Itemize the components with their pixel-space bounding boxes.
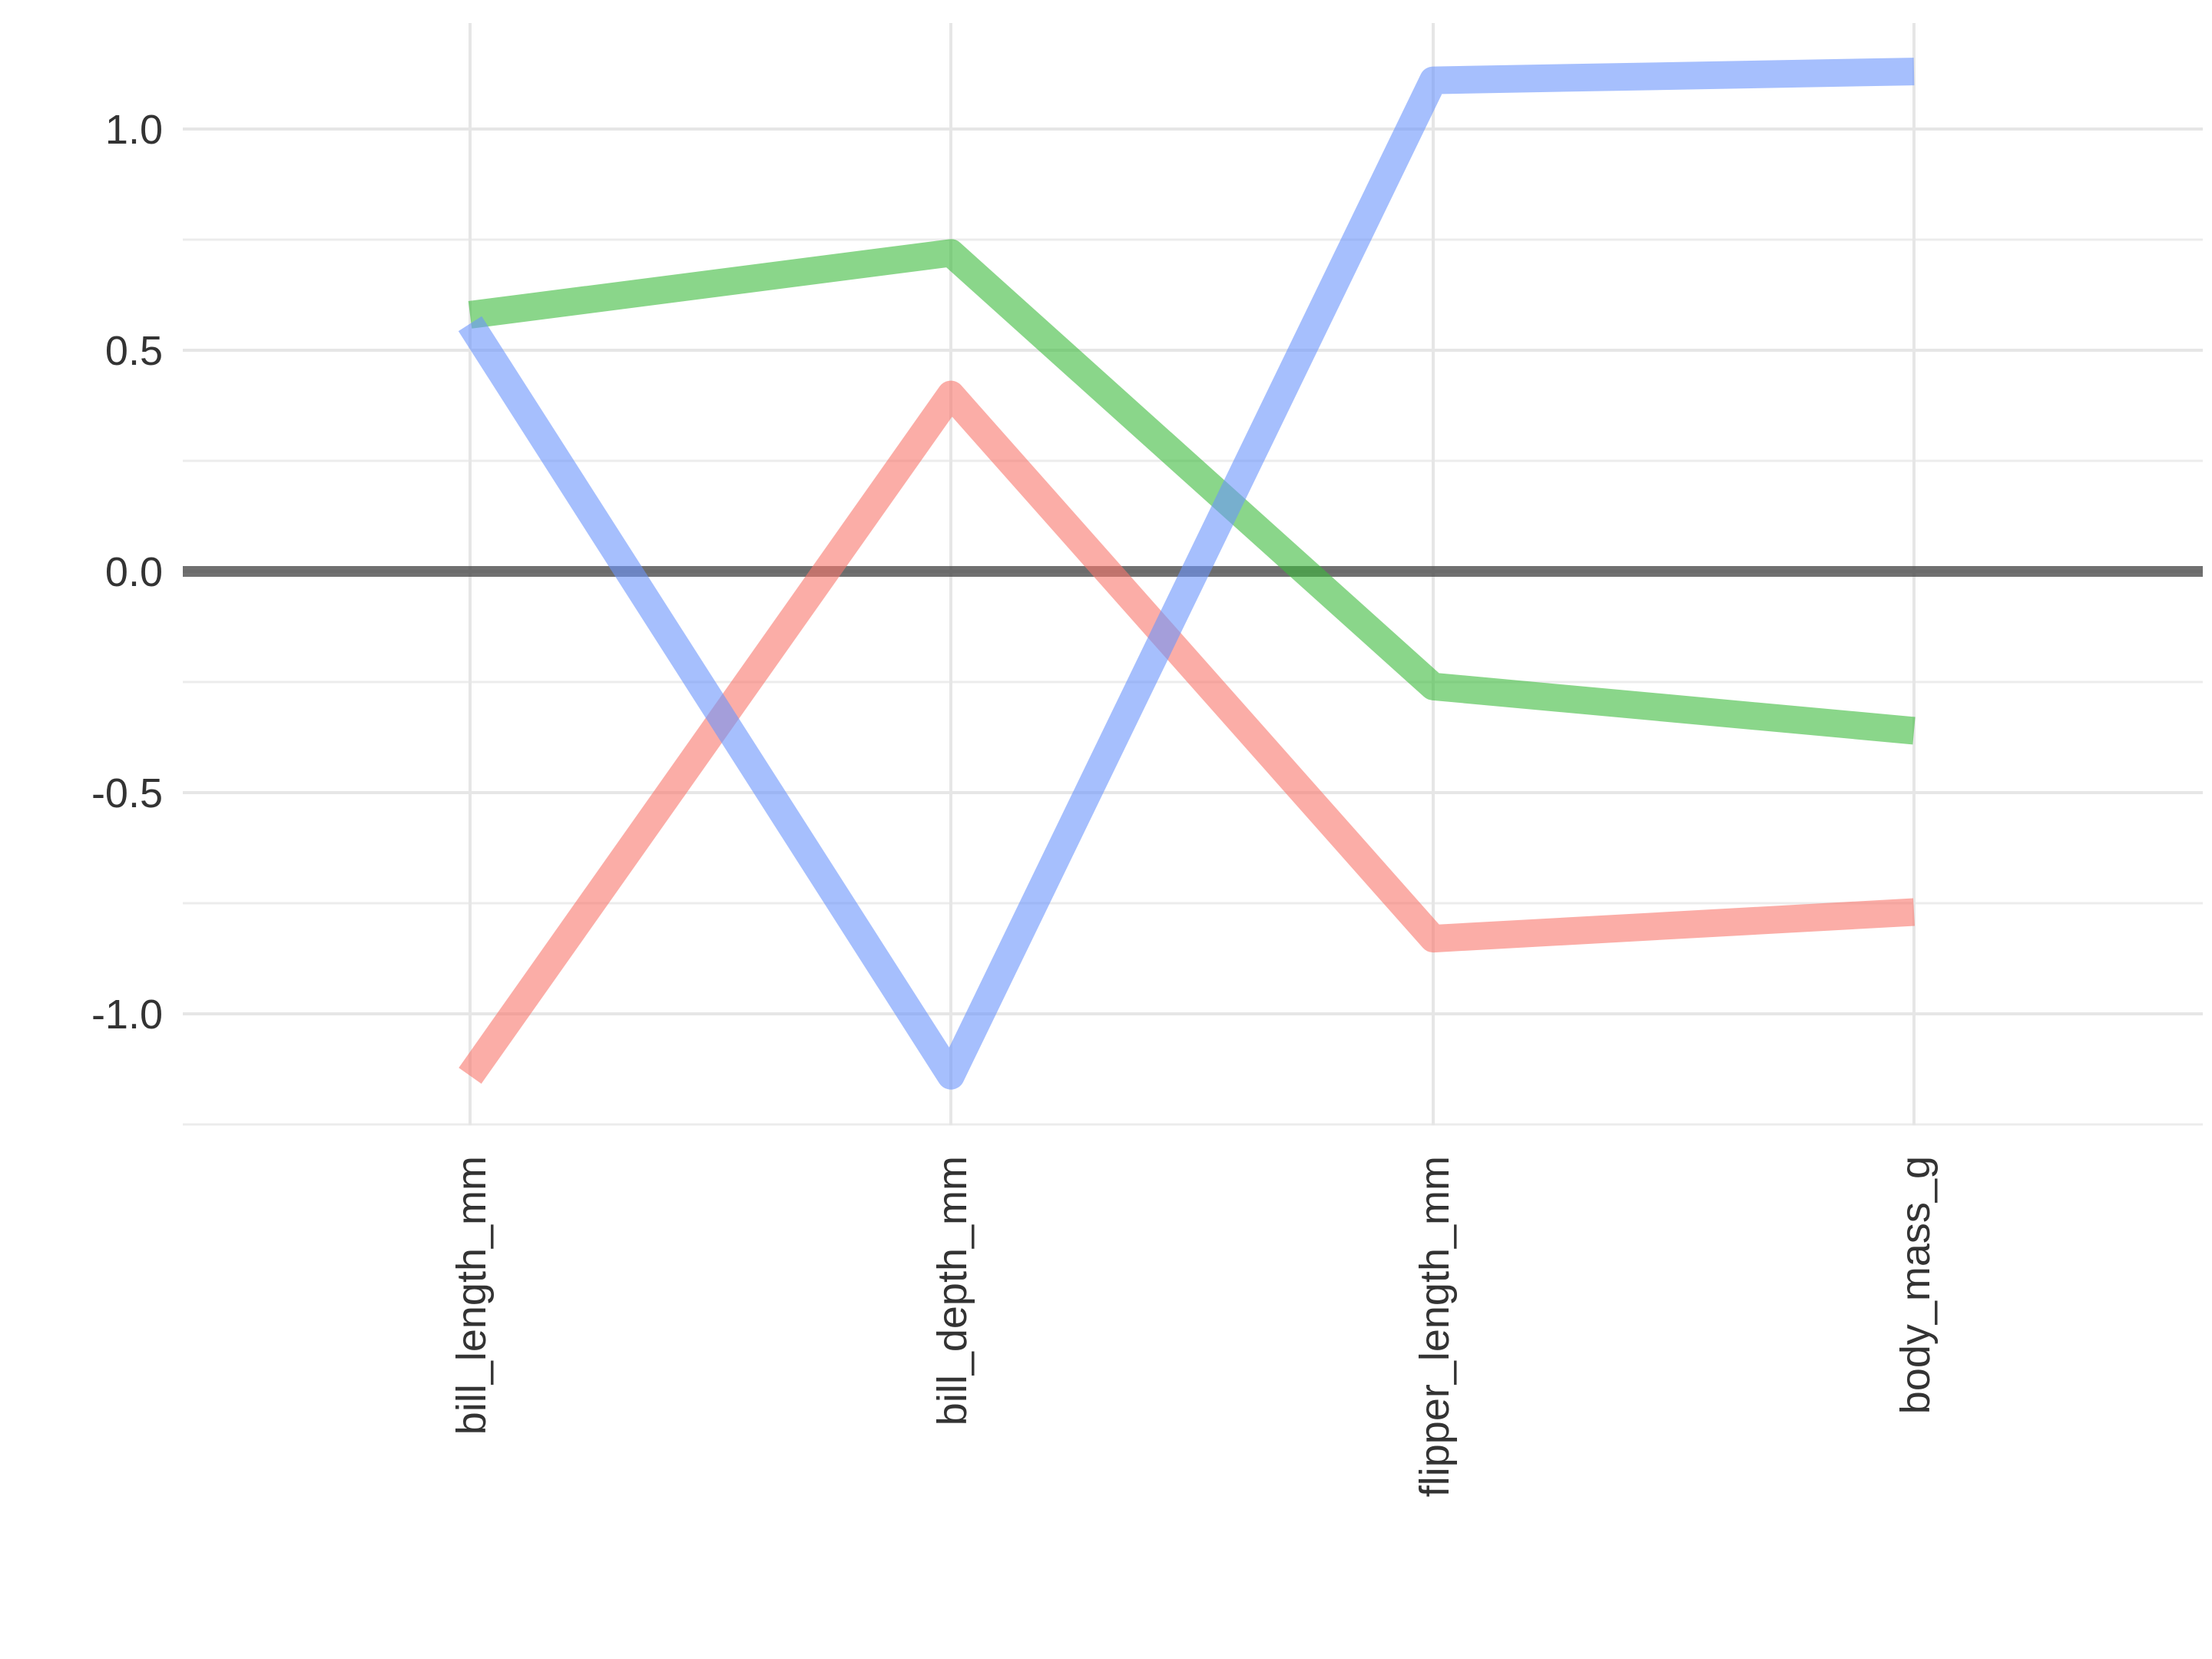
y-tick-label: 0.0 bbox=[105, 549, 163, 595]
series-line-1 bbox=[459, 380, 1915, 1084]
series-line-2 bbox=[468, 239, 1916, 745]
x-category-label: body_mass_g bbox=[1892, 1156, 1939, 1414]
y-tick-label: -1.0 bbox=[91, 992, 163, 1038]
series-line-3 bbox=[458, 58, 1915, 1090]
x-category-label: flipper_length_mm bbox=[1412, 1156, 1458, 1497]
y-axis-tick-labels: -1.0 -0.5 0.0 0.5 1.0 bbox=[91, 107, 163, 1038]
y-tick-label: -0.5 bbox=[91, 770, 163, 816]
x-category-label: bill_length_mm bbox=[449, 1156, 495, 1435]
y-tick-label: 0.5 bbox=[105, 328, 163, 374]
series-layer bbox=[458, 58, 1916, 1090]
y-tick-label: 1.0 bbox=[105, 107, 163, 153]
x-axis-category-labels: bill_length_mm bill_depth_mm flipper_lengt… bbox=[449, 1156, 1939, 1497]
x-category-label: bill_depth_mm bbox=[929, 1156, 975, 1426]
